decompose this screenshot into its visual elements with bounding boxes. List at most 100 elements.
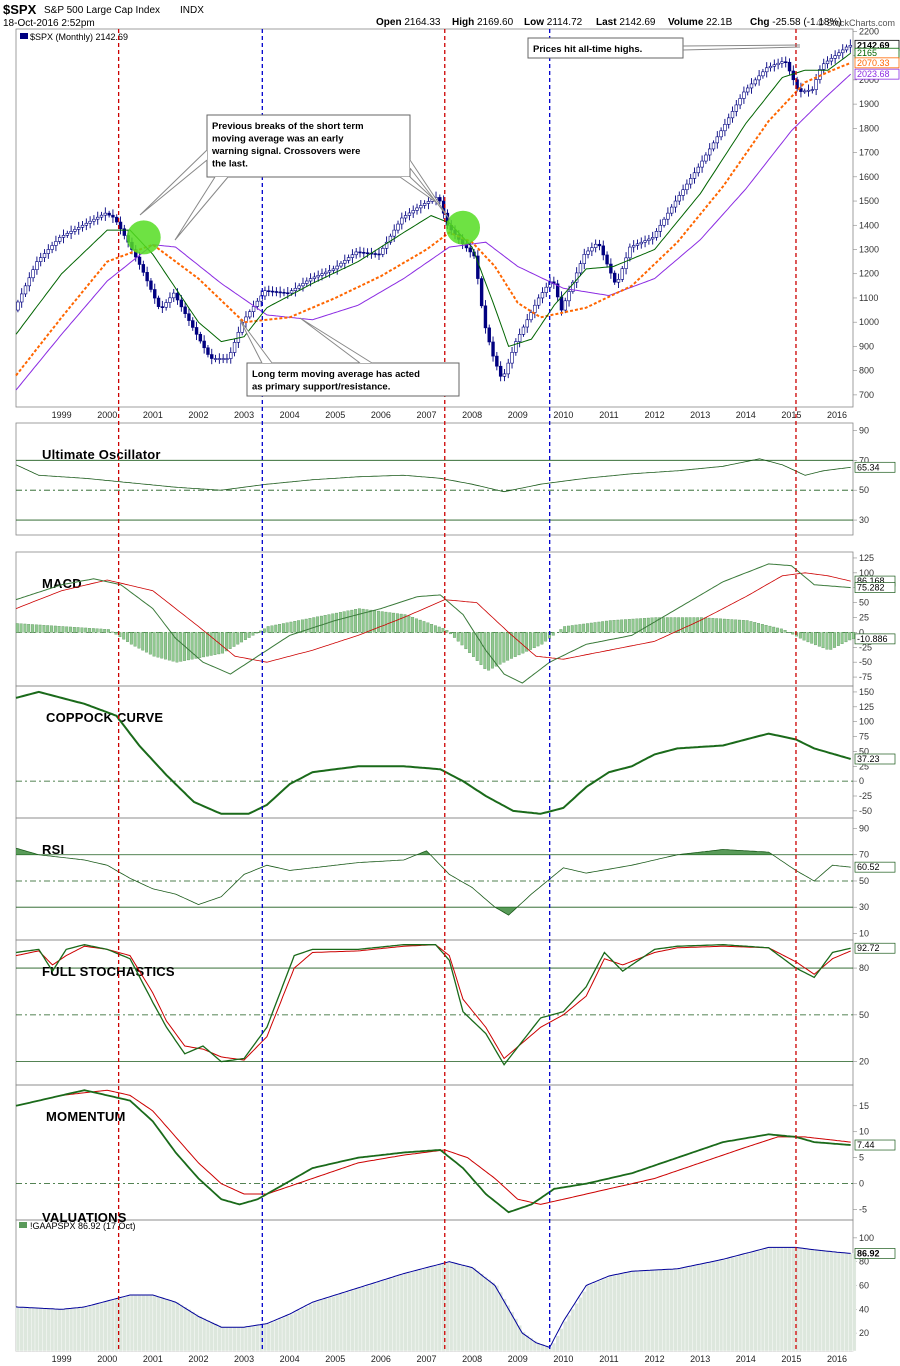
histogram-bar	[536, 632, 540, 647]
histogram-bar	[346, 610, 350, 633]
histogram-bar	[308, 618, 312, 633]
histogram-bar	[129, 632, 133, 645]
panel-valuations: 20 40 60 80 100 VALUATIONS!GAAPSPX 86.92 (17 …	[15, 1210, 896, 1352]
histogram-bar	[730, 619, 734, 633]
valuation-bar	[418, 1269, 424, 1352]
candle-body	[799, 88, 803, 92]
histogram-bar	[445, 630, 449, 633]
histogram-bar	[643, 618, 646, 633]
valuation-bar	[289, 1313, 294, 1352]
histogram-bar	[42, 625, 46, 633]
candle-body	[255, 300, 260, 307]
crossover-highlight	[126, 220, 161, 255]
valuation-bar	[373, 1282, 378, 1352]
y-tick-label: 30	[859, 902, 869, 912]
histogram-bar	[589, 622, 593, 633]
histogram-bar	[559, 629, 563, 633]
candle-body	[837, 52, 841, 56]
histogram-bar	[198, 632, 202, 658]
panel-frame	[15, 685, 854, 819]
histogram-bar	[255, 632, 259, 634]
valuation-bar	[734, 1256, 739, 1352]
callout-pointer	[409, 159, 451, 221]
candle-body	[232, 342, 237, 353]
valuation-bar	[167, 1299, 173, 1352]
valuation-bar	[506, 1305, 511, 1352]
candle-body	[844, 46, 849, 51]
y-tick-label: 80	[859, 1257, 869, 1267]
panel-title: MACD	[42, 576, 82, 591]
valuation-bar	[88, 1305, 93, 1352]
candle-body	[225, 358, 229, 360]
macd-histogram	[15, 608, 855, 671]
valuation-bar	[563, 1321, 568, 1352]
candle-body	[297, 285, 301, 289]
candle-body	[407, 212, 412, 216]
candle-body	[339, 262, 343, 267]
valuation-bar	[312, 1301, 317, 1352]
valuation-bar	[464, 1265, 469, 1352]
histogram-bar	[19, 623, 23, 633]
histogram-bar	[490, 632, 494, 669]
candle-body	[529, 312, 533, 321]
x-tick-label: 2013	[690, 1354, 710, 1364]
callout-text: Previous breaks of the short term	[212, 121, 364, 132]
valuation-bar	[730, 1257, 735, 1352]
histogram-bar	[506, 632, 510, 661]
valuation-bar	[164, 1298, 169, 1352]
x-tick-label: 2011	[599, 1354, 618, 1364]
histogram-bar	[749, 621, 753, 633]
candle-body	[343, 260, 347, 264]
histogram-bar	[802, 632, 806, 641]
x-tick-label: 2003	[234, 410, 254, 420]
candle-body	[172, 292, 176, 299]
callout-text: the last.	[212, 159, 248, 170]
candle-body	[320, 273, 324, 276]
rsi-oversold-fill	[16, 907, 853, 916]
candle-body	[502, 373, 507, 377]
valuation-bar	[297, 1309, 302, 1352]
y-tick-label: 900	[859, 341, 874, 351]
candle-body	[578, 263, 583, 274]
candle-body	[742, 91, 746, 99]
histogram-bar	[23, 623, 27, 633]
value-tag: 75.282	[857, 583, 885, 593]
candle-body	[639, 241, 643, 245]
watermark: © StockCharts.com	[817, 18, 895, 28]
candle-body	[590, 247, 594, 252]
candle-body	[719, 130, 723, 138]
panel-frame	[15, 28, 854, 408]
histogram-bar	[392, 612, 396, 633]
index-name: S&P 500 Large Cap Index	[44, 5, 160, 16]
candle-body	[795, 79, 799, 89]
candle-body	[620, 268, 624, 280]
candle-body	[267, 290, 271, 292]
histogram-bar	[764, 624, 768, 633]
histogram-bar	[69, 626, 72, 633]
value-tag: 60.52	[857, 862, 880, 872]
candle-body	[362, 252, 366, 254]
candle-body	[669, 206, 674, 214]
candle-body	[365, 252, 370, 255]
candle-body	[734, 104, 739, 112]
valuation-bar	[266, 1323, 271, 1352]
candle-body	[358, 251, 362, 254]
candle-body	[749, 83, 754, 89]
y-tick-label: 50	[859, 876, 869, 886]
histogram-bar	[278, 624, 282, 633]
rsi-overbought-fill	[16, 848, 853, 855]
histogram-bar	[825, 632, 829, 650]
histogram-bar	[848, 632, 852, 641]
value-tag-box	[854, 582, 896, 593]
valuation-bar	[99, 1302, 104, 1352]
histogram-bar	[513, 632, 517, 657]
histogram-bar	[46, 625, 50, 633]
valuation-bar	[783, 1247, 788, 1352]
histogram-bar	[114, 632, 118, 635]
valuation-bar	[411, 1271, 416, 1352]
candle-body	[20, 293, 24, 303]
x-tick-label: 2012	[645, 410, 665, 420]
histogram-bar	[399, 613, 403, 633]
candle-body	[666, 212, 670, 220]
y-tick-label: 5	[859, 1153, 864, 1163]
